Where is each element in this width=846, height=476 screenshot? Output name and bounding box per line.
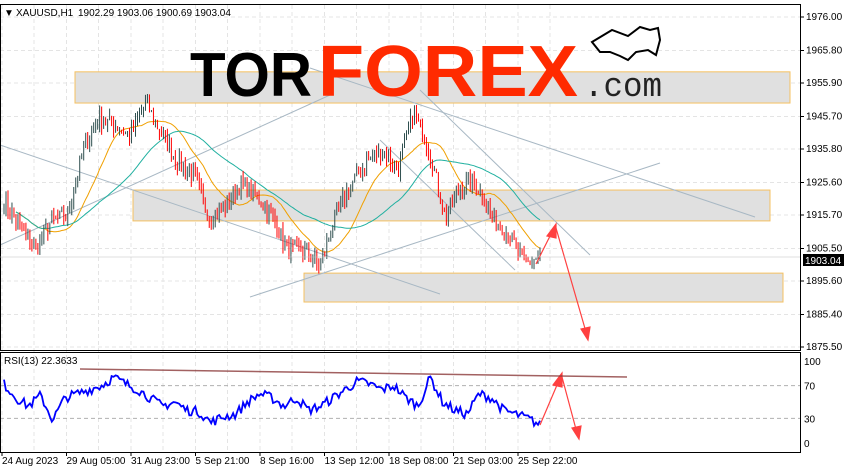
time-tick: 13 Sep 12:00 bbox=[325, 456, 385, 467]
price-tick: 1945.70 bbox=[806, 111, 843, 122]
time-tick: 24 Aug 2023 bbox=[2, 456, 59, 467]
price-tick: 1875.50 bbox=[806, 342, 843, 353]
time-tick: 29 Aug 05:00 bbox=[67, 456, 126, 467]
ohlc-values: 1902.29 1903.06 1900.69 1903.04 bbox=[78, 8, 231, 19]
current-price-label: 1903.04 bbox=[805, 256, 842, 267]
symbol-dropdown-arrow[interactable]: ▼ bbox=[4, 8, 14, 19]
rsi-label: RSI(13) 22.3633 bbox=[4, 356, 78, 367]
price-zone bbox=[303, 272, 784, 303]
price-axis[interactable]: 1976.00 1965.80 1955.90 1945.70 1935.80 1925.… bbox=[800, 12, 843, 353]
rsi-trend-line bbox=[79, 368, 628, 378]
price-tick: 1935.80 bbox=[806, 144, 843, 155]
rsi-tick: 30 bbox=[804, 414, 816, 425]
rsi-polyline bbox=[3, 374, 541, 429]
time-tick: 31 Aug 23:00 bbox=[131, 456, 190, 467]
price-tick: 1925.60 bbox=[806, 177, 843, 188]
rsi-axis: 100 70 30 0 bbox=[804, 357, 821, 450]
price-tick: 1965.80 bbox=[806, 45, 843, 56]
svg-text:TOR: TOR bbox=[190, 41, 312, 110]
price-tick: 1895.60 bbox=[806, 276, 843, 287]
rsi-tick: 100 bbox=[804, 357, 821, 368]
price-tick: 1905.50 bbox=[806, 243, 843, 254]
candles bbox=[3, 93, 541, 274]
price-tick: 1885.40 bbox=[806, 309, 843, 320]
price-zone bbox=[74, 71, 791, 104]
moving-average-line bbox=[15, 120, 541, 253]
rsi-tick: 0 bbox=[804, 439, 810, 450]
svg-text:FOREX: FOREX bbox=[318, 32, 578, 112]
svg-text:.com: .com bbox=[584, 69, 662, 107]
moving-averages bbox=[15, 120, 541, 253]
price-tick: 1955.90 bbox=[806, 78, 843, 89]
torforex-logo: TOR FOREX .com bbox=[190, 25, 662, 112]
bull-icon bbox=[590, 25, 662, 62]
rsi-line bbox=[3, 374, 541, 429]
time-tick: 25 Sep 22:00 bbox=[518, 456, 578, 467]
time-tick: 5 Sep 21:00 bbox=[196, 456, 250, 467]
time-tick: 18 Sep 08:00 bbox=[389, 456, 449, 467]
price-zone bbox=[132, 189, 771, 222]
symbol-label: XAUUSD,H1 bbox=[16, 8, 74, 19]
forecast-arrows bbox=[535, 222, 591, 441]
time-axis[interactable]: 24 Aug 2023 29 Aug 05:00 31 Aug 23:00 5 Sep… bbox=[1, 452, 578, 467]
price-tick: 1976.00 bbox=[806, 12, 843, 23]
moving-average-line bbox=[15, 130, 541, 230]
trend-lines bbox=[0, 67, 756, 298]
current-price-marker bbox=[803, 254, 844, 266]
price-tick: 1915.70 bbox=[806, 210, 843, 221]
time-tick: 8 Sep 16:00 bbox=[260, 456, 314, 467]
time-tick: 21 Sep 03:00 bbox=[454, 456, 514, 467]
rsi-tick: 70 bbox=[804, 382, 816, 393]
